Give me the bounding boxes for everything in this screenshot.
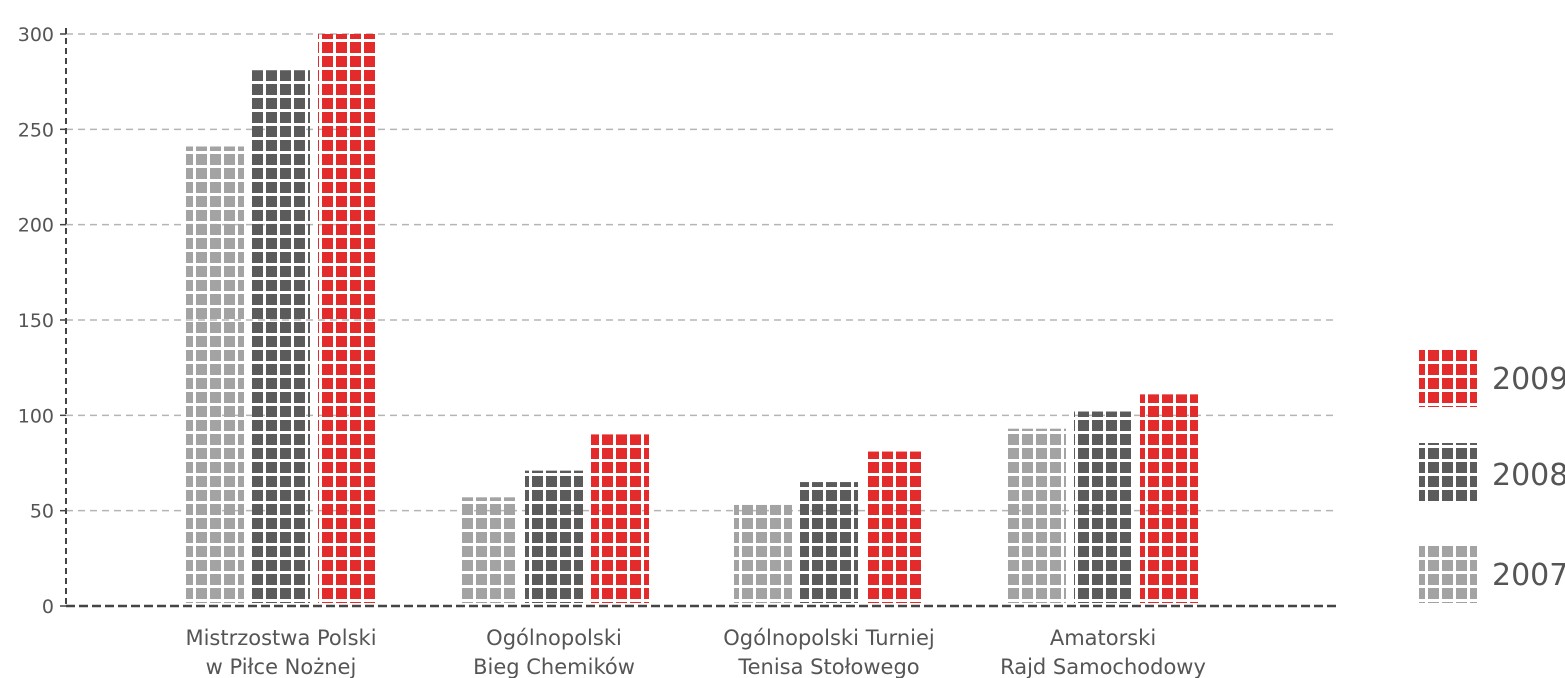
bars	[186, 34, 1198, 603]
y-tick-label: 200	[18, 215, 54, 237]
bar-2007-4	[1008, 428, 1066, 603]
legend-swatch-2008	[1419, 443, 1477, 503]
category-labels: Mistrzostwa Polski w Piłce Nożnej Ogólnopo…	[185, 626, 1205, 678]
legend-label-2009: 2009	[1492, 362, 1565, 397]
y-tick-label: 0	[42, 596, 54, 618]
category-label: Amatorski Rajd Samochodowy	[1000, 626, 1206, 678]
legend-swatch-2009	[1419, 347, 1477, 407]
bar-2009-3	[866, 451, 924, 603]
bar-2008-4	[1074, 411, 1132, 603]
bar-2007-2	[459, 497, 517, 603]
bar-2007-1	[186, 146, 244, 603]
category-label: Ogólnopolski Bieg Chemików	[473, 626, 635, 678]
legend-swatch-2007	[1419, 543, 1477, 603]
y-tick-label: 150	[18, 310, 54, 332]
legend-label-2008: 2008	[1492, 458, 1565, 493]
bar-2009-2	[591, 434, 649, 603]
bar-2008-3	[800, 482, 858, 603]
category-label: Mistrzostwa Polski w Piłce Nożnej	[185, 626, 376, 678]
y-tick-label: 300	[18, 24, 54, 46]
legend-label-2007: 2007	[1492, 558, 1565, 593]
category-label: Ogólnopolski Turniej Tenisa Stołowego	[723, 626, 934, 678]
y-tick-label: 50	[30, 501, 54, 523]
y-tick-label: 100	[18, 405, 54, 427]
y-tick-label: 250	[18, 119, 54, 141]
bar-2007-3	[734, 504, 792, 603]
bar-2009-1	[318, 34, 376, 603]
legend: 2009 2008 2007	[1419, 347, 1565, 603]
bar-2008-1	[252, 70, 310, 603]
bar-2008-2	[525, 470, 583, 603]
bar-2009-4	[1140, 394, 1198, 603]
axes: 0 50 100 150 200 250 300	[18, 24, 1338, 618]
